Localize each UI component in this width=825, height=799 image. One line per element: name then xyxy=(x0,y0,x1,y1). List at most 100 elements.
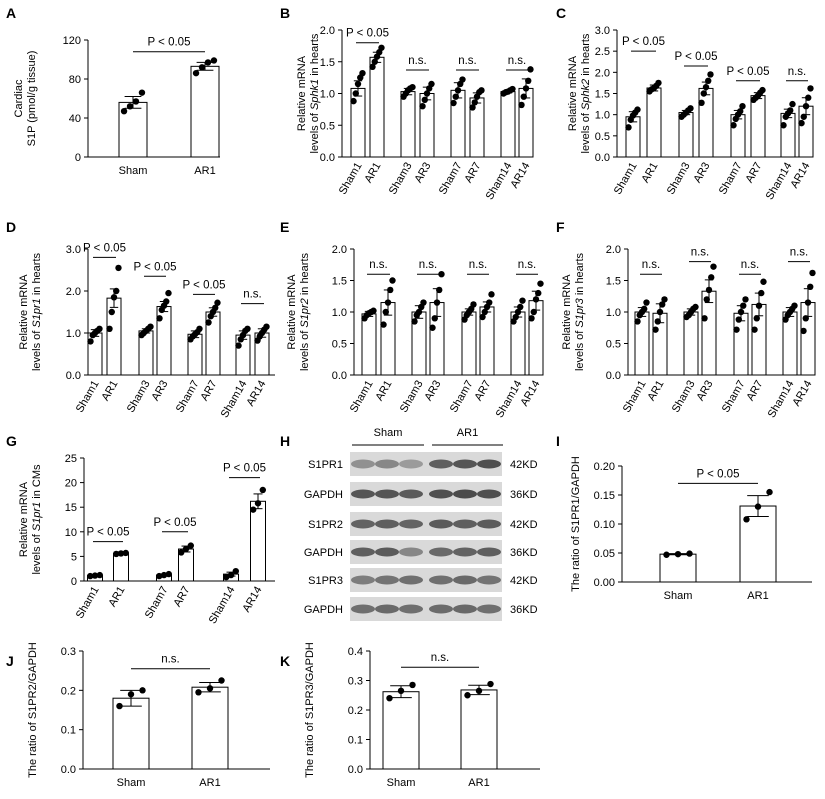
data-point xyxy=(532,296,540,303)
significance-label: n.s. xyxy=(788,66,807,78)
data-point xyxy=(210,57,218,64)
y-axis-label-part: levels of xyxy=(299,328,311,371)
x-tick-label: Sham1 xyxy=(348,379,376,415)
x-tick-label: Sham7 xyxy=(448,379,476,415)
data-point xyxy=(371,58,378,65)
y-axis-label-part: in hearts xyxy=(299,252,311,298)
bar-sham3 xyxy=(683,311,699,376)
blot-band xyxy=(453,575,477,585)
data-point xyxy=(641,305,648,313)
y-tick-label: 0.1 xyxy=(61,725,76,737)
data-point xyxy=(517,303,524,311)
data-point xyxy=(431,315,438,322)
y-axis-label-part: levels of xyxy=(574,328,586,371)
blot-band xyxy=(429,459,453,469)
data-point xyxy=(800,113,807,120)
data-point xyxy=(110,294,118,301)
data-point xyxy=(156,572,163,580)
y-axis-label: The ratio of S1PR2/GAPDH xyxy=(27,642,39,778)
significance-label: P < 0.05 xyxy=(223,463,266,475)
y-tick-label: 0.0 xyxy=(606,370,621,382)
y-tick-label: 3.0 xyxy=(595,25,610,37)
y-tick-label: 1.0 xyxy=(66,328,81,340)
data-point xyxy=(214,299,221,306)
data-point xyxy=(420,299,427,306)
data-point xyxy=(127,691,135,698)
data-point xyxy=(802,315,809,322)
data-point xyxy=(737,108,744,115)
x-tick-label: AR7 xyxy=(463,161,484,186)
data-point xyxy=(654,318,661,325)
data-point xyxy=(656,308,664,316)
bar-ar14 xyxy=(250,500,266,582)
y-tick-label: 0.5 xyxy=(332,339,347,351)
bar-ar1 xyxy=(191,686,229,770)
data-point xyxy=(791,302,798,309)
data-point xyxy=(382,308,389,316)
y-tick-label: 1.0 xyxy=(606,307,621,319)
x-tick-label: Sham3 xyxy=(398,379,426,415)
data-point xyxy=(634,106,641,113)
y-axis-label-part: in CMs xyxy=(31,464,43,502)
blot-row-label: GAPDH xyxy=(304,604,343,616)
panel-label-i: I xyxy=(556,433,560,449)
blot-band xyxy=(399,459,423,469)
y-tick-label: 0.05 xyxy=(594,548,615,560)
chart-i: 0.00 0.05 0.10 0.15 0.20 The ratio of S1PR1/G… xyxy=(570,456,812,602)
chart-c: 0.0 0.5 1.0 1.5 2.0 2.5 3.0 Relative mRNAlevels… xyxy=(567,25,814,202)
blot-kd-label: 42KD xyxy=(510,575,538,587)
y-tick-label: 2.5 xyxy=(595,46,610,58)
y-axis-label-part: levels of xyxy=(31,531,43,574)
data-point xyxy=(802,103,810,110)
y-axis-label: levels of Sphk1 in hearts xyxy=(309,33,321,153)
y-axis-label-part: levels of xyxy=(580,110,592,153)
y-tick-label: 10 xyxy=(65,527,77,539)
y-tick-label: 2.0 xyxy=(595,67,610,79)
data-point xyxy=(519,297,526,304)
x-tick-label: AR1 xyxy=(199,777,220,789)
x-tick-label: AR7 xyxy=(199,379,220,404)
x-tick-label: AR1 xyxy=(194,165,215,177)
y-tick-label: 0.5 xyxy=(606,339,621,351)
data-point xyxy=(250,506,257,513)
x-tick-label: Sham14 xyxy=(219,379,250,420)
data-point xyxy=(470,301,477,308)
data-point xyxy=(742,296,749,303)
x-tick-label: Sham7 xyxy=(143,585,171,621)
significance-label: n.s. xyxy=(790,247,809,259)
data-point xyxy=(227,571,235,579)
x-tick-label: Sham7 xyxy=(720,379,748,415)
data-point xyxy=(780,122,787,129)
data-point xyxy=(800,327,807,335)
data-point xyxy=(206,685,214,692)
y-tick-label: 0.1 xyxy=(348,735,363,747)
blot-band xyxy=(399,519,423,529)
panel-label-a: A xyxy=(6,5,16,21)
data-point xyxy=(96,571,104,579)
data-point xyxy=(263,323,270,330)
y-axis-label-part: The ratio of S1PR3/GAPDH xyxy=(304,642,316,778)
data-point xyxy=(438,271,445,278)
data-point xyxy=(359,69,366,77)
x-tick-label: AR7 xyxy=(745,379,766,404)
y-axis-label-part: Relative mRNA xyxy=(18,274,30,350)
significance-label: P < 0.05 xyxy=(154,517,197,529)
bar-ar1 xyxy=(113,552,129,582)
charts-layer: 0 40 80 120 Cardiac S1P (pmol/g tissue) Sham AR… xyxy=(13,25,816,789)
panel-label-j: J xyxy=(6,653,14,669)
data-point xyxy=(525,77,532,85)
data-point xyxy=(798,119,805,127)
y-tick-label: 2.0 xyxy=(66,286,81,298)
data-point xyxy=(115,264,122,272)
data-point xyxy=(674,550,682,558)
data-point xyxy=(428,80,435,88)
data-point xyxy=(652,326,659,333)
data-point xyxy=(350,97,357,105)
y-tick-label: 0.4 xyxy=(348,646,363,658)
y-tick-label: 0.0 xyxy=(320,152,335,164)
blot-row-label: S1PR3 xyxy=(308,575,343,587)
data-point xyxy=(113,550,120,558)
y-axis-label-part: Relative mRNA xyxy=(296,55,308,131)
blot-band xyxy=(453,519,477,529)
y-tick-label: 0.5 xyxy=(595,131,610,143)
